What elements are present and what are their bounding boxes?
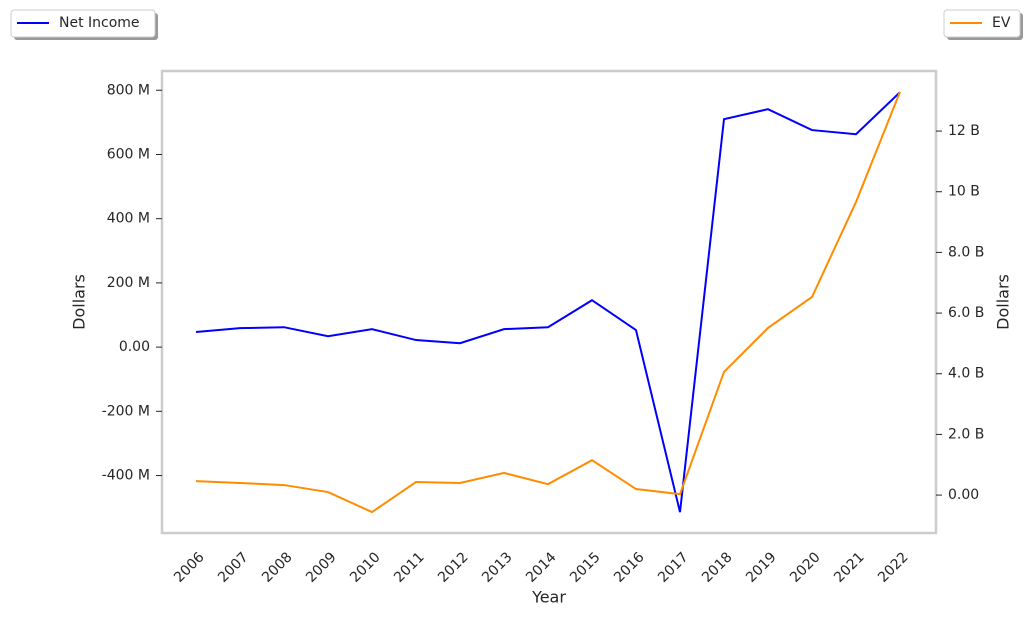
x-tick-label: 2022	[875, 549, 912, 586]
y2-tick-label: 0.00	[948, 487, 979, 503]
x-tick-label: 2017	[655, 549, 692, 586]
x-tick-label: 2014	[523, 549, 560, 586]
plot-frame	[160, 69, 938, 535]
x-tick-label: 2013	[479, 549, 516, 586]
y-tick-label: -400 M	[102, 468, 150, 484]
y2-tick-label: 4.0 B	[948, 366, 984, 382]
x-tick-label: 2019	[743, 549, 780, 586]
y2-tick-label: 8.0 B	[948, 244, 984, 260]
x-tick-label: 2016	[611, 549, 648, 586]
series-line	[195, 91, 901, 514]
y-tick-label: 600 M	[107, 146, 150, 162]
x-tick-label: 2010	[347, 549, 384, 586]
y2-tick-label: 6.0 B	[948, 305, 984, 321]
legend-label: Net Income	[59, 15, 140, 31]
x-tick-label: 2011	[391, 549, 428, 586]
x-axis-label: Year	[531, 588, 566, 607]
y-tick-label: 0.00	[119, 339, 150, 355]
y2-tick-label: 2.0 B	[948, 426, 984, 442]
y2-tick-label: 12 B	[948, 123, 980, 139]
x-tick-label: 2020	[787, 549, 824, 586]
x-tick-label: 2018	[699, 549, 736, 586]
legend-box	[10, 9, 156, 38]
x-tick-label: 2007	[215, 549, 252, 586]
legend-label: EV	[992, 15, 1011, 31]
y2-tick-label: 10 B	[948, 184, 980, 200]
y-tick-label: 800 M	[107, 82, 150, 98]
y-tick-label: 400 M	[107, 211, 150, 227]
x-tick-label: 2008	[259, 549, 296, 586]
y-axis-label: Dollars	[70, 274, 89, 330]
series-line	[195, 91, 901, 513]
x-tick-label: 2021	[831, 549, 868, 586]
y-tick-label: 200 M	[107, 275, 150, 291]
x-tick-label: 2012	[435, 549, 472, 586]
x-tick-label: 2009	[303, 549, 340, 586]
y2-axis-label: Dollars	[994, 274, 1013, 330]
x-tick-label: 2015	[567, 549, 604, 586]
x-tick-label: 2006	[171, 549, 208, 586]
y-tick-label: -200 M	[102, 403, 150, 419]
